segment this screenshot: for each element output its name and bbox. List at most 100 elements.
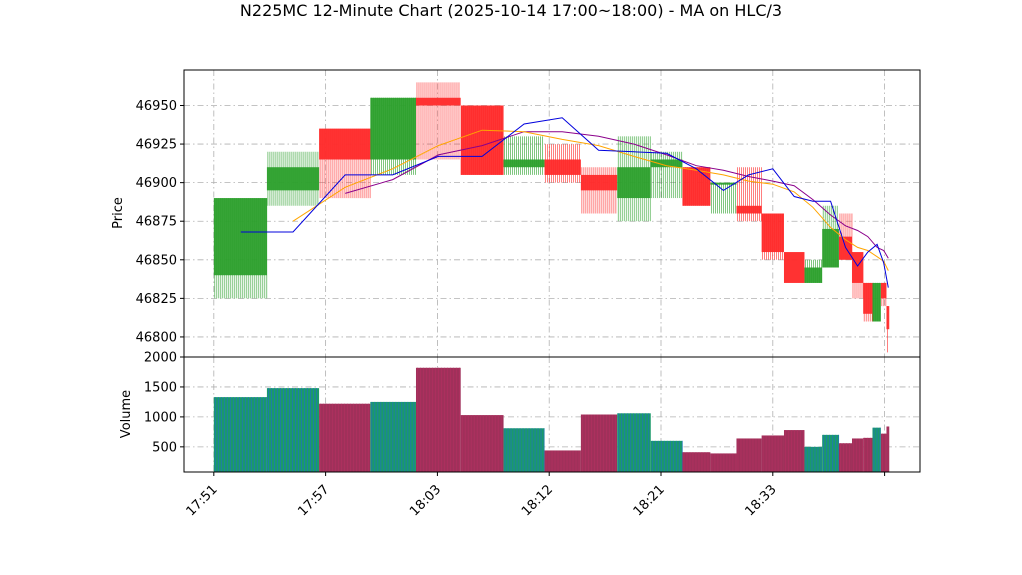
volume-bar: [761, 435, 784, 472]
volume-bar: [872, 427, 881, 472]
candle-body: [415, 97, 461, 106]
candle-body: [804, 267, 823, 283]
volume-bar-body: [851, 438, 864, 472]
price-moving-averages: [240, 117, 889, 288]
volume-bar: [682, 452, 711, 472]
volume-bar: [886, 426, 890, 472]
candle: [736, 167, 762, 222]
volume-bar: [580, 414, 618, 472]
volume-bar: [863, 437, 873, 472]
candle-body: [370, 97, 416, 160]
volume-bar-body: [213, 397, 267, 472]
volume-bar: [370, 401, 416, 472]
volume-bar: [319, 403, 371, 472]
candle: [886, 306, 890, 353]
candle: [851, 252, 864, 299]
volume-bar: [710, 453, 737, 472]
volume-bar-body: [838, 443, 852, 472]
candle-body: [851, 252, 864, 283]
candle: [460, 105, 504, 175]
candle: [872, 282, 881, 322]
candle: [682, 167, 711, 206]
volume-bar-body: [544, 450, 581, 472]
volume-bar: [880, 433, 887, 472]
candle-body: [544, 159, 581, 175]
volume-tick-label: 2000: [144, 351, 177, 366]
candle-body: [682, 167, 711, 206]
candle-body: [460, 105, 504, 175]
volume-bar-body: [880, 433, 887, 472]
volume-axis-label: Volume: [119, 390, 134, 438]
ma-long-line: [345, 131, 889, 259]
volume-bar-body: [822, 434, 839, 472]
volume-y-axis: 500 1000 1500 2000: [144, 351, 184, 455]
candle: [761, 213, 784, 260]
candle-body: [319, 128, 371, 160]
volume-bar-body: [736, 438, 762, 472]
candle-body: [872, 282, 881, 322]
price-tick-label: 46800: [136, 330, 177, 345]
candle-body: [650, 159, 683, 168]
price-grid: [184, 70, 920, 357]
volume-bar-body: [804, 446, 823, 472]
price-tick-label: 46950: [136, 99, 177, 114]
candle-body: [503, 159, 545, 168]
volume-tick-label: 500: [152, 440, 177, 455]
candle-body: [886, 306, 890, 330]
volume-bar-body: [650, 440, 683, 472]
price-axis-label: Price: [111, 197, 126, 229]
price-candles: [213, 82, 890, 353]
candle-body: [863, 282, 873, 314]
volume-panel: 500 1000 1500 2000 Volume: [119, 351, 921, 473]
candle-body: [880, 282, 887, 299]
volume-bar: [503, 428, 545, 472]
candle: [880, 282, 887, 307]
volume-bar: [266, 388, 320, 472]
volume-bar: [822, 434, 840, 472]
candle: [863, 282, 873, 322]
candle: [266, 151, 320, 206]
volume-tick-label: 1000: [144, 410, 177, 425]
candle: [213, 198, 268, 299]
candle: [370, 97, 416, 175]
candle-body: [617, 167, 651, 199]
candle: [710, 182, 737, 214]
volume-bar: [736, 438, 762, 472]
volume-bar: [838, 443, 852, 472]
candle-body: [213, 198, 267, 276]
candle-body: [710, 182, 737, 185]
volume-bar: [783, 430, 805, 472]
candle: [804, 259, 823, 283]
price-tick-label: 46825: [136, 292, 177, 307]
price-tick-label: 46900: [136, 176, 177, 191]
volume-bar: [804, 446, 823, 472]
candle: [822, 205, 839, 268]
volume-bar-body: [761, 435, 784, 472]
candle-body: [783, 252, 805, 283]
volume-bars: [213, 367, 890, 472]
volume-bar: [650, 440, 683, 472]
candle: [617, 136, 651, 222]
volume-bar-body: [580, 414, 618, 472]
ma-short-line: [240, 117, 889, 288]
candle: [650, 151, 683, 199]
candle: [544, 144, 581, 183]
candle-body: [761, 213, 784, 253]
price-panel: 46800 46825 46850 46875 46900 46925 46950 Pric…: [111, 69, 921, 358]
volume-bar-body: [682, 452, 711, 472]
chart-title: N225MC 12-Minute Chart (2025-10-14 17:00…: [240, 1, 782, 20]
price-tick-label: 46925: [136, 138, 177, 153]
candle-body: [266, 167, 320, 191]
price-tick-label: 46875: [136, 215, 177, 230]
volume-bar: [617, 413, 651, 472]
volume-bar: [851, 438, 864, 472]
candle: [415, 82, 461, 160]
volume-tick-label: 1500: [144, 380, 177, 395]
candle-body: [822, 228, 839, 268]
volume-bar: [544, 450, 581, 472]
volume-bar: [460, 415, 504, 472]
ma-mid-line: [292, 129, 889, 271]
candle-body: [736, 205, 762, 214]
